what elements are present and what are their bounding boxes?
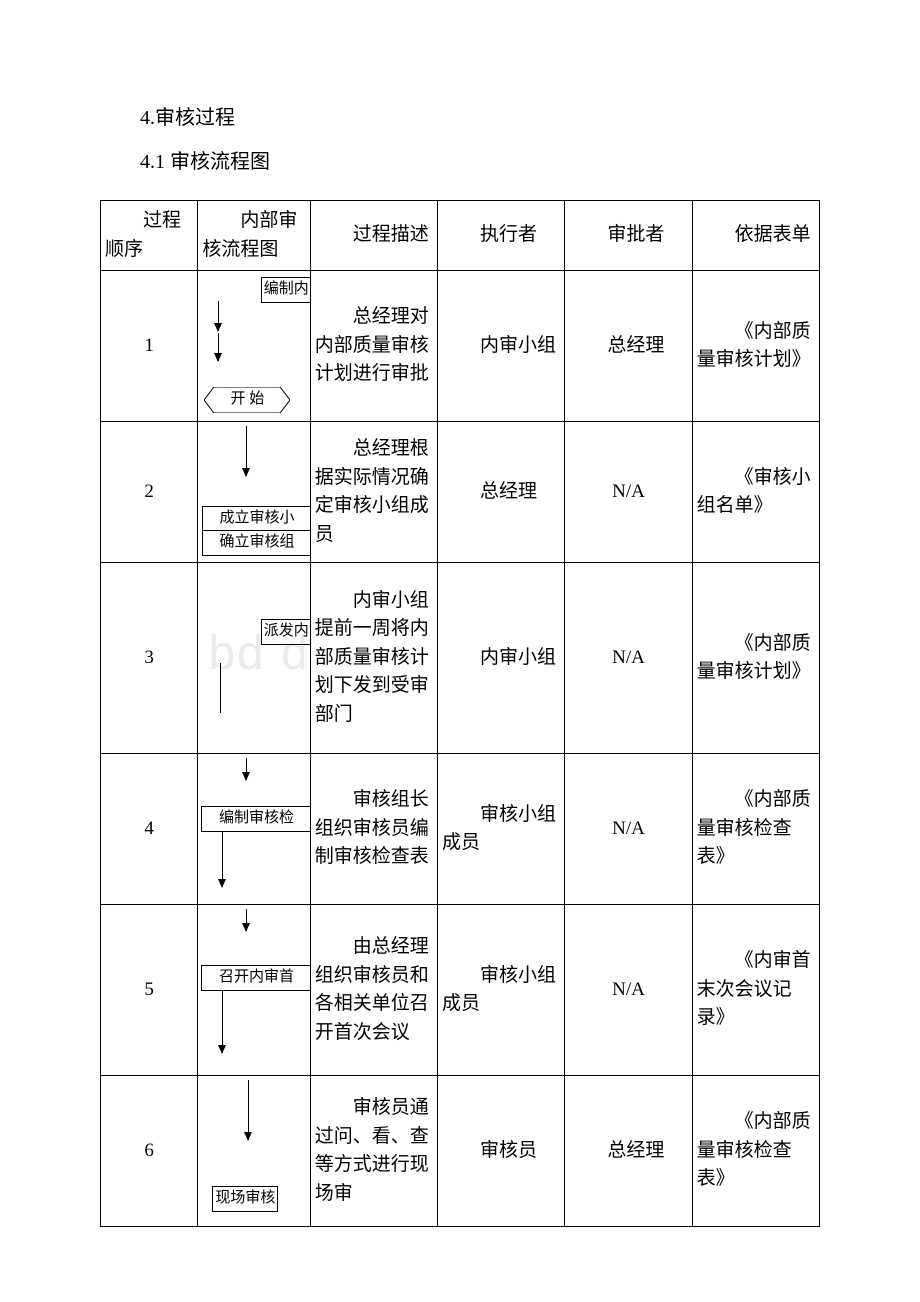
cell-seq: 5 (101, 905, 198, 1076)
cell-exec: 总经理 (438, 422, 565, 563)
flow-box: 现场审核 (212, 1186, 278, 1212)
cell-form: 《内部质量审核检查表》 (692, 754, 819, 905)
arrow-icon (218, 301, 219, 331)
flow-box: 派发内 (261, 619, 311, 645)
cell-seq: 2 (101, 422, 198, 563)
cell-form: 《内审首末次会议记录》 (692, 905, 819, 1076)
cell-form: 《审核小组名单》 (692, 422, 819, 563)
arrow-icon (246, 909, 247, 931)
cell-form: 《内部质量审核计划》 (692, 271, 819, 422)
section-heading-1: 4.审核过程 (100, 100, 820, 136)
cell-exec: 审核小组成员 (438, 905, 565, 1076)
col-header-appr: 审批者 (565, 201, 692, 271)
section-heading-2: 4.1 审核流程图 (100, 144, 820, 180)
cell-flow: 编制审核检 (198, 754, 310, 905)
cell-desc: 由总经理组织审核员和各相关单位召开首次会议 (310, 905, 437, 1076)
col-header-desc: 过程描述 (310, 201, 437, 271)
arrow-icon (218, 333, 219, 361)
cell-desc: 总经理对内部质量审核计划进行审批 (310, 271, 437, 422)
audit-flow-table: 过程顺序 内部审核流程图 过程描述 执行者 审批者 依据表单 1 编制内 开 始 (100, 200, 820, 1227)
cell-flow: 现场审核 (198, 1076, 310, 1227)
table-header-row: 过程顺序 内部审核流程图 过程描述 执行者 审批者 依据表单 (101, 201, 820, 271)
cell-appr: 总经理 (565, 1076, 692, 1227)
cell-form: 《内部质量审核检查表》 (692, 1076, 819, 1227)
cell-appr: N/A (565, 754, 692, 905)
cell-appr: N/A (565, 905, 692, 1076)
cell-desc: 内审小组提前一周将内部质量审核计划下发到受审部门 (310, 563, 437, 754)
line-icon (220, 663, 221, 713)
arrow-icon (246, 426, 247, 476)
cell-flow: 召开内审首 (198, 905, 310, 1076)
cell-exec: 审核小组成员 (438, 754, 565, 905)
arrow-icon (248, 1080, 249, 1140)
table-row: 4 编制审核检 审核组长组织审核员编制审核检查表 审核小组成员 N/A 《内部质… (101, 754, 820, 905)
table-row: 1 编制内 开 始 总经理对内部质量审核计划进行审批 内审小组 总经理 《内部质… (101, 271, 820, 422)
flow-start-shape: 开 始 (204, 387, 290, 413)
table-row: 2 成立审核小 确立审核组 总经理根据实际情况确定审核小组成员 总经理 N/A … (101, 422, 820, 563)
flow-box: 编制内 (261, 277, 311, 303)
col-header-form: 依据表单 (692, 201, 819, 271)
table-row: 5 召开内审首 由总经理组织审核员和各相关单位召开首次会议 审核小组成员 N/A… (101, 905, 820, 1076)
cell-appr: N/A (565, 422, 692, 563)
cell-seq: 6 (101, 1076, 198, 1227)
flow-box: 成立审核小 (202, 506, 310, 532)
col-header-exec: 执行者 (438, 201, 565, 271)
col-header-seq: 过程顺序 (101, 201, 198, 271)
cell-appr: N/A (565, 563, 692, 754)
col-header-flow: 内部审核流程图 (198, 201, 310, 271)
cell-seq: 1 (101, 271, 198, 422)
arrow-icon (222, 991, 223, 1053)
arrow-icon (222, 832, 223, 887)
cell-exec: 内审小组 (438, 271, 565, 422)
cell-seq: 3 (101, 563, 198, 754)
cell-appr: 总经理 (565, 271, 692, 422)
cell-form: 《内部质量审核计划》 (692, 563, 819, 754)
cell-desc: 总经理根据实际情况确定审核小组成员 (310, 422, 437, 563)
flow-box: 召开内审首 (201, 965, 310, 991)
cell-flow: 派发内 bd docx .com (198, 563, 310, 754)
cell-exec: 内审小组 (438, 563, 565, 754)
flow-box: 确立审核组 (202, 530, 310, 556)
arrow-icon (246, 758, 247, 780)
flow-box: 编制审核检 (201, 806, 310, 832)
table-row: 6 现场审核 审核员通过问、看、查等方式进行现场审 审核员 总经理 《内部质量审… (101, 1076, 820, 1227)
cell-desc: 审核组长组织审核员编制审核检查表 (310, 754, 437, 905)
cell-desc: 审核员通过问、看、查等方式进行现场审 (310, 1076, 437, 1227)
cell-flow: 编制内 开 始 (198, 271, 310, 422)
cell-flow: 成立审核小 确立审核组 (198, 422, 310, 563)
cell-exec: 审核员 (438, 1076, 565, 1227)
table-row: 3 派发内 bd docx .com 内审小组提前一周将内部质量审核计划下发到受… (101, 563, 820, 754)
cell-seq: 4 (101, 754, 198, 905)
